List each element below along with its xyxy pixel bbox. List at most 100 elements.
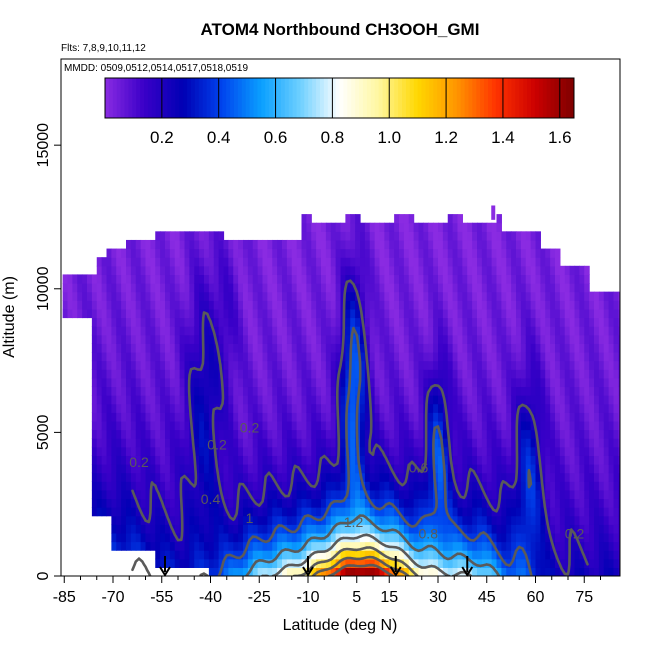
heatmap-cell bbox=[135, 446, 142, 456]
heatmap-cell bbox=[204, 369, 210, 379]
heatmap-cell bbox=[262, 489, 268, 500]
heatmap-cell bbox=[364, 377, 371, 388]
heatmap-cell bbox=[559, 412, 566, 422]
heatmap-cell bbox=[472, 300, 478, 310]
dates-subtitle: MMDD: 0509,0512,0514,0517,0518,0519 bbox=[64, 63, 248, 74]
heatmap-cell bbox=[121, 360, 127, 370]
heatmap-cell bbox=[116, 351, 122, 362]
heatmap-cell bbox=[252, 395, 259, 405]
heatmap-cell bbox=[550, 395, 556, 405]
heatmap-cell bbox=[325, 463, 332, 474]
heatmap-cell bbox=[428, 489, 434, 500]
heatmap-cell bbox=[491, 463, 498, 474]
heatmap-cell bbox=[423, 377, 429, 388]
heatmap-cell bbox=[584, 438, 590, 448]
heatmap-cell bbox=[399, 515, 405, 525]
heatmap-cell bbox=[194, 369, 200, 379]
heatmap-cell bbox=[247, 481, 254, 491]
heatmap-cell bbox=[291, 567, 298, 576]
heatmap-cell bbox=[413, 515, 420, 525]
heatmap-cell bbox=[472, 334, 478, 344]
colorbar-swatch bbox=[190, 78, 196, 118]
heatmap-cell bbox=[418, 463, 424, 474]
heatmap-cell bbox=[364, 420, 371, 431]
heatmap-cell bbox=[306, 472, 312, 482]
heatmap-cell bbox=[169, 558, 176, 568]
heatmap-cell bbox=[589, 386, 595, 396]
heatmap-cell bbox=[442, 283, 449, 293]
heatmap-cell bbox=[574, 283, 580, 293]
heatmap-cell bbox=[160, 438, 166, 448]
heatmap-cell bbox=[208, 386, 215, 396]
heatmap-cell bbox=[325, 541, 332, 551]
heatmap-cell bbox=[291, 291, 298, 301]
heatmap-cell bbox=[140, 239, 147, 250]
heatmap-cell bbox=[496, 455, 502, 465]
heatmap-cell bbox=[126, 308, 132, 319]
heatmap-cell bbox=[243, 472, 249, 482]
heatmap-cell bbox=[160, 472, 166, 482]
heatmap-cell bbox=[340, 386, 346, 396]
heatmap-cell bbox=[189, 231, 195, 241]
heatmap-cell bbox=[550, 446, 556, 456]
heatmap-cell bbox=[204, 403, 210, 413]
heatmap-cell bbox=[403, 291, 410, 301]
heatmap-cell bbox=[491, 507, 498, 517]
heatmap-cell bbox=[325, 403, 332, 413]
heatmap-cell bbox=[584, 283, 590, 293]
heatmap-cell bbox=[91, 395, 98, 405]
colorbar-swatch bbox=[546, 78, 552, 118]
heatmap-cell bbox=[608, 532, 615, 543]
heatmap-cell bbox=[389, 438, 395, 448]
heatmap-cell bbox=[403, 515, 410, 525]
heatmap-cell bbox=[194, 334, 200, 344]
heatmap-cell bbox=[394, 222, 400, 232]
heatmap-cell bbox=[511, 231, 517, 241]
heatmap-cell bbox=[418, 446, 424, 456]
heatmap-cell bbox=[545, 438, 551, 448]
heatmap-cell bbox=[272, 377, 278, 388]
heatmap-cell bbox=[369, 429, 376, 439]
heatmap-cell bbox=[316, 412, 322, 422]
heatmap-cell bbox=[384, 317, 390, 327]
heatmap-cell bbox=[481, 420, 488, 431]
heatmap-cell bbox=[574, 515, 580, 525]
heatmap-cell bbox=[223, 567, 229, 576]
heatmap-cell bbox=[506, 498, 512, 508]
heatmap-cell bbox=[369, 300, 376, 310]
heatmap-cell bbox=[520, 395, 527, 405]
heatmap-cell bbox=[135, 283, 142, 293]
heatmap-cell bbox=[413, 222, 420, 232]
heatmap-cell bbox=[335, 463, 342, 474]
heatmap-cell bbox=[306, 283, 312, 293]
heatmap-cell bbox=[189, 377, 195, 388]
heatmap-cell bbox=[594, 377, 600, 388]
heatmap-cell bbox=[496, 507, 502, 517]
heatmap-cell bbox=[389, 248, 395, 258]
heatmap-cell bbox=[316, 377, 322, 388]
heatmap-cell bbox=[126, 283, 132, 293]
heatmap-cell bbox=[447, 541, 454, 551]
heatmap-cell bbox=[442, 446, 449, 456]
heatmap-cell bbox=[608, 369, 615, 379]
heatmap-cell bbox=[199, 395, 205, 405]
heatmap-cell bbox=[555, 283, 561, 293]
colorbar-tick-label: 1.0 bbox=[377, 128, 401, 147]
heatmap-cell bbox=[555, 463, 561, 474]
heatmap-cell bbox=[555, 274, 561, 284]
heatmap-cell bbox=[228, 472, 234, 482]
heatmap-cell bbox=[399, 334, 405, 344]
heatmap-cell bbox=[321, 429, 327, 439]
heatmap-cell bbox=[413, 343, 420, 353]
heatmap-cell bbox=[535, 395, 541, 405]
heatmap-cell bbox=[603, 438, 610, 448]
heatmap-cell bbox=[496, 558, 502, 568]
heatmap-cell bbox=[403, 214, 410, 224]
heatmap-cell bbox=[389, 472, 395, 482]
heatmap-cell bbox=[506, 360, 512, 370]
heatmap-cell bbox=[364, 463, 371, 474]
heatmap-cell bbox=[204, 283, 210, 293]
heatmap-cell bbox=[223, 472, 229, 482]
heatmap-cell bbox=[126, 300, 132, 310]
heatmap-cell bbox=[442, 369, 449, 379]
